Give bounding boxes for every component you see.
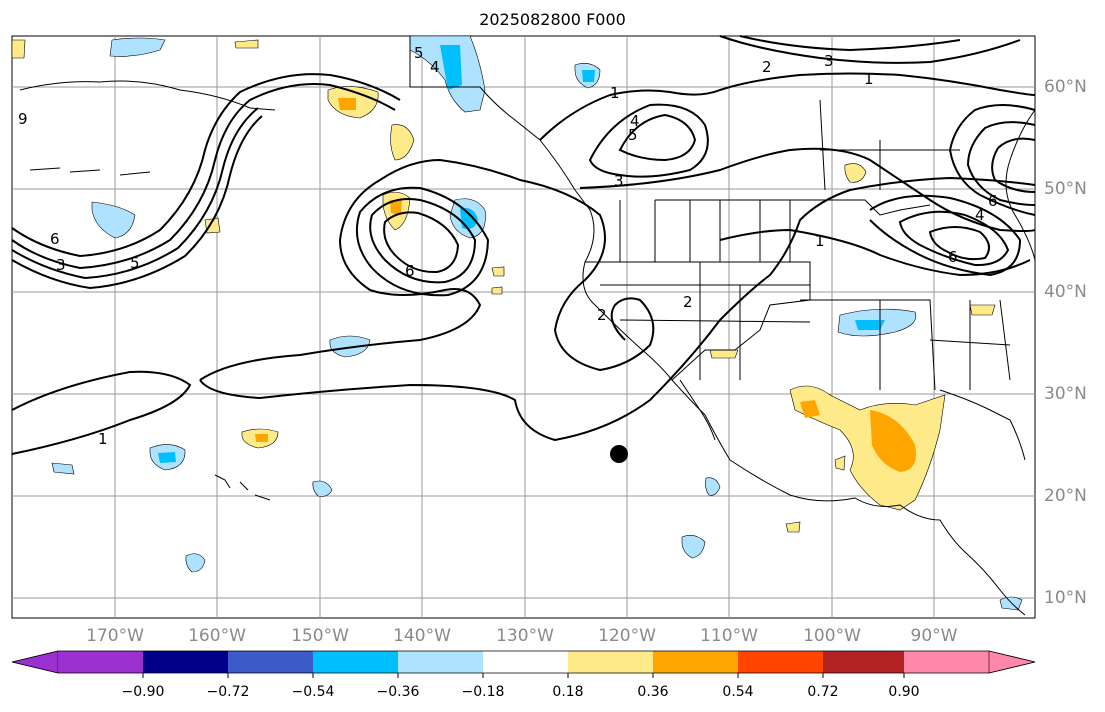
- coastlines: [19, 36, 1036, 616]
- contour-label: 2: [683, 293, 693, 311]
- colorbar-segment: [653, 651, 738, 673]
- colorbar-tick-label: −0.36: [376, 684, 420, 700]
- colorbar-segment: [398, 651, 483, 673]
- colorbar-tick-label: 0.72: [807, 684, 839, 700]
- contour-label: 5: [628, 126, 638, 144]
- colorbar-segment: [483, 651, 568, 673]
- contour-label: 3: [56, 256, 66, 274]
- contour-label: 2: [762, 58, 772, 76]
- lon-label: 110°W: [700, 626, 758, 646]
- colorbar-segment: [313, 651, 398, 673]
- contour-label: 9: [18, 110, 28, 128]
- orange-area-gulf: [789, 385, 946, 511]
- lon-label: 160°W: [188, 626, 246, 646]
- colorbar-segment: [228, 651, 313, 673]
- lon-label: 130°W: [496, 626, 554, 646]
- colorbar-segment: [568, 651, 653, 673]
- colorbar-segment: [143, 651, 228, 673]
- contour-label: 4: [975, 206, 985, 224]
- contour-label: 3: [614, 172, 624, 190]
- contour-label: 4: [630, 112, 640, 130]
- lat-label: 60°N: [1044, 77, 1087, 97]
- point-marker: [610, 445, 628, 463]
- lat-label: 40°N: [1044, 282, 1087, 302]
- contour-label: 3: [824, 52, 834, 70]
- colorbar-extend-high: [988, 650, 1036, 674]
- colorbar-tick-label: −0.90: [121, 684, 165, 700]
- colorbar-tick-label: −0.54: [291, 684, 335, 700]
- lon-label: 170°W: [86, 626, 144, 646]
- lon-label: 150°W: [291, 626, 349, 646]
- contours: [11, 35, 1036, 455]
- colorbar-tick-label: −0.18: [461, 684, 505, 700]
- lon-label: 120°W: [598, 626, 656, 646]
- colorbar-segment: [58, 651, 143, 673]
- colorbar-tick-label: 0.36: [637, 684, 669, 700]
- contour-label: 6: [50, 230, 60, 248]
- anomaly-shading: [11, 35, 1023, 611]
- colorbar-tick-label: 0.90: [888, 684, 920, 700]
- lat-label: 50°N: [1044, 179, 1087, 199]
- contour-label: 2: [597, 306, 607, 324]
- lat-label: 10°N: [1044, 588, 1087, 608]
- contour-label: 1: [864, 70, 874, 88]
- lat-label: 30°N: [1044, 384, 1087, 404]
- contour-label: 5: [414, 44, 424, 62]
- contour-label: 6: [988, 192, 998, 210]
- contour-label: 6: [405, 262, 415, 280]
- contour-label: 4: [430, 58, 440, 76]
- colorbar: [11, 650, 1036, 678]
- contour-label: 1: [98, 430, 108, 448]
- lon-label: 90°W: [910, 626, 958, 646]
- lon-label: 140°W: [393, 626, 451, 646]
- colorbar-segment: [823, 651, 904, 673]
- contour-label: 1: [610, 84, 620, 102]
- colorbar-tick-label: −0.72: [206, 684, 250, 700]
- contour-label: 1: [815, 232, 825, 250]
- lat-label: 20°N: [1044, 486, 1087, 506]
- colorbar-tick-label: 0.54: [722, 684, 754, 700]
- map-title: 2025082800 F000: [479, 10, 626, 29]
- contour-label-group: 1 1 1 1 2 2 2 3 3 3 4 4 4 5 5 5 6 6 6 6 …: [18, 44, 998, 448]
- contour-label: 5: [130, 254, 140, 272]
- colorbar-segment: [904, 651, 989, 673]
- colorbar-segment: [738, 651, 823, 673]
- colorbar-extend-low: [11, 650, 59, 674]
- contour-label: 6: [948, 248, 958, 266]
- colorbar-tick-label: 0.18: [552, 684, 584, 700]
- lon-label: 100°W: [803, 626, 861, 646]
